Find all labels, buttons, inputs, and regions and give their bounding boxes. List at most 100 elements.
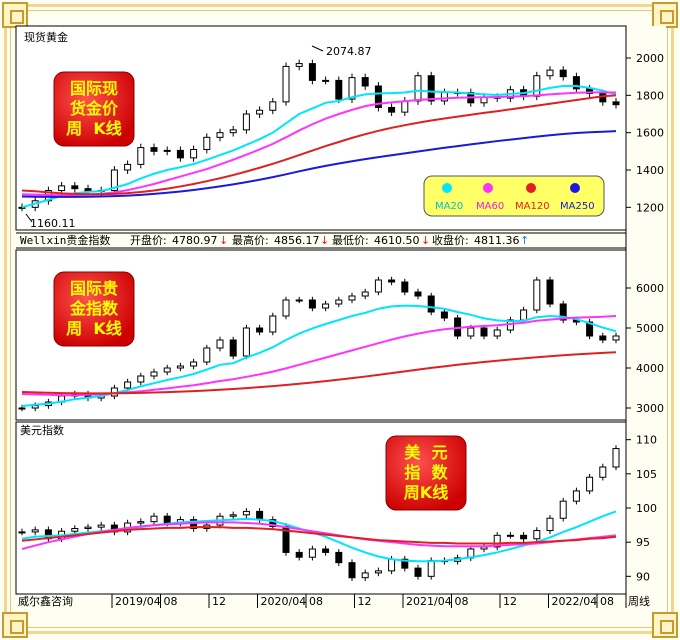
open-label: 开盘价:: [130, 233, 167, 247]
down-arrow-icon: ↓: [219, 234, 228, 247]
candle-body: [295, 299, 303, 302]
candle-body: [612, 335, 620, 341]
x-tick-label: 2022/04: [552, 595, 598, 608]
index-panel-title: Wellxin贵金指数: [20, 233, 110, 247]
candle-body: [546, 69, 554, 77]
x-tick-label: 08: [164, 595, 178, 608]
corner-ornament: [2, 2, 28, 28]
gold-badge: 国际现 货金价 周 K线: [53, 71, 135, 147]
candle-body: [388, 558, 396, 572]
candle-body: [586, 476, 594, 492]
candle-body: [190, 361, 198, 367]
corner-ornament: [2, 612, 28, 638]
candle-body: [242, 113, 250, 131]
ma-line-ma120: [21, 351, 617, 395]
ma-line-ma60: [21, 521, 617, 550]
y-tick-label: 4000: [636, 362, 664, 375]
candle-body: [361, 77, 369, 87]
y-tick-label: 6000: [636, 282, 664, 295]
candle-body: [361, 291, 369, 297]
candle-body: [493, 534, 501, 548]
candle-body: [559, 303, 567, 321]
ma-line-ma60: [21, 91, 617, 197]
candle-body: [84, 526, 92, 530]
high-annotation: 2074.87: [326, 45, 372, 58]
inner-frame: [10, 10, 668, 628]
candle-body: [282, 299, 290, 317]
y-tick-label: 5000: [636, 322, 664, 335]
down-arrow-icon: ↓: [421, 234, 430, 247]
candle-body: [572, 76, 580, 90]
candle-body: [559, 69, 567, 78]
candle-body: [612, 101, 620, 106]
candle-body: [388, 279, 396, 283]
candle-body: [308, 63, 316, 81]
index-badge-line: 国际贵: [70, 279, 118, 298]
candle-body: [150, 515, 158, 523]
gold-badge-line: 国际现: [70, 79, 118, 98]
candle-body: [335, 79, 343, 100]
index-badge-line: 周 K线: [66, 319, 122, 338]
candle-body: [308, 548, 316, 558]
low-value: 4610.50: [374, 234, 420, 247]
candle-body: [388, 106, 396, 113]
candle-body: [374, 279, 382, 293]
y-tick-label: 1800: [636, 89, 664, 102]
candle-body: [427, 75, 435, 102]
open-value: 4780.97: [172, 234, 218, 247]
x-tick-label: 2019/04: [115, 595, 161, 608]
outer-frame: [4, 4, 674, 634]
y-axes: 1200 1400 1600 1800 2000 3000 4000 5000 6000 90 95…: [626, 52, 664, 583]
candle-body: [150, 147, 158, 152]
candle-body: [440, 92, 448, 102]
candle-body: [322, 303, 330, 309]
candle-body: [480, 327, 488, 337]
legend-label-ma20: MA20: [435, 201, 463, 212]
candle-body: [229, 339, 237, 357]
x-tick-label: 12: [212, 595, 226, 608]
ma120-dot-icon: [526, 183, 536, 193]
candle-body: [242, 327, 250, 357]
dxy-badge-line: 美 元: [404, 443, 447, 462]
candle-body: [572, 490, 580, 502]
candle-body: [18, 407, 26, 410]
candle-body: [18, 531, 26, 534]
candle-body: [546, 279, 554, 305]
x-tick-label: 12: [358, 595, 372, 608]
candle-body: [216, 132, 224, 138]
candle-body: [163, 515, 171, 524]
candle-body: [110, 169, 118, 192]
gold-badge-line: 周 K线: [66, 119, 122, 138]
candle-body: [440, 311, 448, 319]
candle-body: [203, 347, 211, 363]
y-tick-label: 105: [636, 468, 657, 481]
candle-body: [374, 85, 382, 108]
candle-body: [599, 466, 607, 478]
candle-body: [242, 510, 250, 516]
candle-body: [612, 448, 620, 468]
gold-badge-line: 货金价: [70, 99, 119, 118]
close-value: 4811.36: [474, 234, 520, 247]
corner-ornament: [652, 2, 678, 28]
candle-body: [150, 371, 158, 377]
candle-body: [401, 558, 409, 569]
candle-body: [335, 299, 343, 305]
legend-label-ma120: MA120: [515, 201, 550, 212]
ma250-dot-icon: [570, 183, 580, 193]
x-tick-label: 08: [309, 595, 323, 608]
ma-line-ma120: [21, 526, 617, 545]
candle-body: [190, 148, 198, 159]
candle-body: [322, 548, 330, 553]
candle-body: [71, 528, 79, 532]
candle-body: [335, 551, 343, 564]
candle-body: [586, 321, 594, 337]
candle-body: [97, 524, 105, 528]
candle-body: [229, 514, 237, 517]
candle-body: [427, 295, 435, 313]
high-value: 4856.17: [274, 234, 320, 247]
candle-body: [137, 375, 145, 383]
index-header-values: 开盘价: 4780.97 最高价: 4856.17 最低价: 4610.50 收…: [130, 233, 529, 247]
candle-body: [216, 339, 224, 349]
candle-body: [401, 100, 409, 113]
dxy-badge-line: 指 数: [404, 463, 448, 482]
